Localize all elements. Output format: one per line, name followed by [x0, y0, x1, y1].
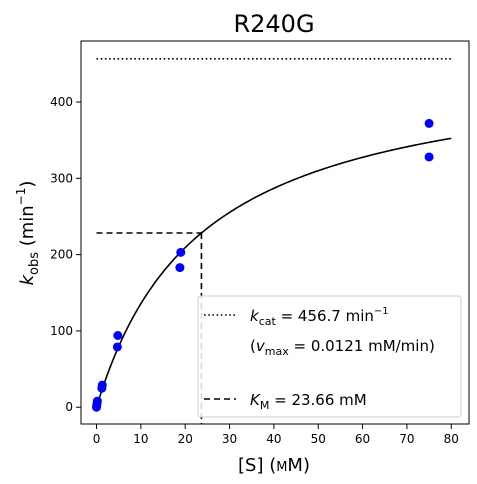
- x-tick-label: 0: [93, 432, 101, 446]
- x-tick-label: 80: [444, 432, 459, 446]
- y-axis-label-sub: obs: [27, 252, 42, 275]
- y-tick-label: 400: [50, 95, 73, 109]
- axes-frame: [80, 40, 470, 425]
- legend-km-sub: M: [260, 399, 270, 412]
- y-tick-label: 0: [65, 400, 73, 414]
- legend-kcat-entry: kcat = 456.7 min−1: [250, 306, 389, 328]
- legend-vmax-open: (: [250, 337, 256, 355]
- legend-kcat-sub: cat: [259, 315, 277, 328]
- data-point: [175, 263, 185, 273]
- legend-box: [197, 295, 462, 418]
- legend-vmax-entry: (vmax = 0.0121 mM/min): [250, 337, 435, 358]
- y-axis-label-post: ): [17, 181, 38, 188]
- data-point: [424, 152, 434, 162]
- data-point: [92, 396, 102, 406]
- x-tick-label: 30: [222, 432, 237, 446]
- data-points: [92, 118, 434, 412]
- data-point: [176, 247, 186, 257]
- y-axis-label: kobs (min−1): [14, 181, 42, 286]
- y-tick-label: 200: [50, 248, 73, 262]
- legend-vmax-sub: max: [265, 345, 289, 358]
- y-axis-label-pre: (min: [17, 205, 38, 252]
- y-tick-label: 300: [50, 171, 73, 185]
- y-axis-label-sup: −1: [14, 188, 28, 206]
- x-axis-ticks: 0 10 20 30 40 50 60 70 80: [93, 424, 459, 446]
- x-axis-label: [S] (mM): [238, 455, 310, 476]
- x-tick-label: 10: [133, 432, 148, 446]
- y-axis-ticks: 0 100 200 300 400: [50, 95, 81, 414]
- x-tick-label: 40: [266, 432, 281, 446]
- legend-kcat-mid: = 456.7 min: [276, 307, 374, 325]
- x-tick-label: 70: [399, 432, 414, 446]
- x-tick-label: 20: [178, 432, 193, 446]
- data-point: [112, 342, 122, 352]
- legend-kcat-k: k: [250, 307, 260, 325]
- legend-km-rest: = 23.66 mM: [269, 391, 366, 409]
- chart-title: R240G: [233, 10, 314, 38]
- legend-vmax-v: v: [256, 337, 266, 355]
- x-axis-label-unit: mM: [276, 455, 303, 476]
- data-point: [97, 380, 107, 390]
- y-tick-label: 100: [50, 324, 73, 338]
- legend-km-k: K: [250, 391, 261, 409]
- legend-km-entry: KM = 23.66 mM: [250, 391, 367, 412]
- x-tick-label: 60: [355, 432, 370, 446]
- legend-kcat-sup: −1: [374, 306, 389, 317]
- legend: kcat = 456.7 min−1 (vmax = 0.0121 mM/min…: [197, 295, 462, 418]
- data-point: [113, 330, 123, 340]
- x-axis-label-main: [S] (: [238, 455, 276, 476]
- michaelis-menten-fit-curve: [95, 137, 452, 408]
- x-axis-label-close: ): [303, 455, 310, 476]
- y-axis-label-k: k: [17, 273, 38, 285]
- x-tick-label: 50: [311, 432, 326, 446]
- plot-area: 0 10 20 30 40 50 60 70 80 0 100 200 300 400: [50, 40, 470, 446]
- data-point: [424, 118, 434, 128]
- legend-vmax-rest: = 0.0121 mM/min): [289, 337, 435, 355]
